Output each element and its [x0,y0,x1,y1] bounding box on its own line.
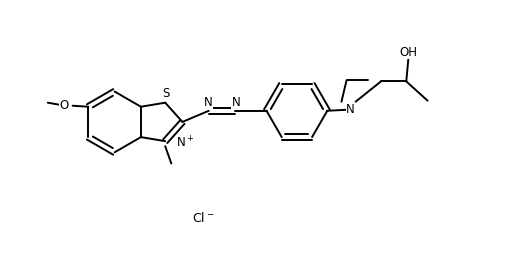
Text: OH: OH [400,46,418,59]
Text: N: N [232,96,240,109]
Text: N: N [204,96,213,109]
Text: Cl$^-$: Cl$^-$ [192,211,214,225]
Text: N: N [346,103,355,116]
Text: N$^+$: N$^+$ [176,135,195,151]
Text: O: O [60,99,69,112]
Text: S: S [163,87,170,100]
